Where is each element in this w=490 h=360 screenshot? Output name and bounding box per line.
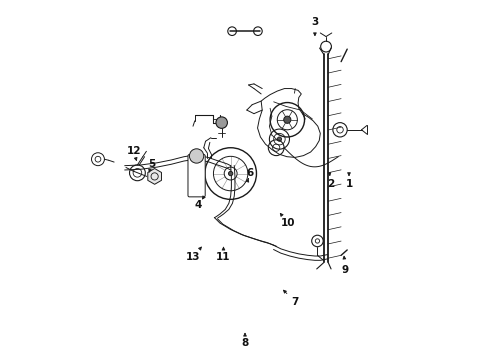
Text: 12: 12 — [126, 146, 141, 156]
Circle shape — [216, 117, 227, 129]
Circle shape — [190, 149, 204, 163]
Text: 4: 4 — [195, 200, 202, 210]
Text: 6: 6 — [247, 168, 254, 178]
Text: 5: 5 — [148, 159, 155, 169]
Text: 7: 7 — [292, 297, 299, 307]
Circle shape — [277, 137, 282, 141]
Text: 3: 3 — [311, 17, 318, 27]
Text: 9: 9 — [342, 265, 349, 275]
Text: 10: 10 — [281, 218, 295, 228]
Circle shape — [284, 116, 291, 123]
FancyBboxPatch shape — [188, 154, 205, 197]
Circle shape — [228, 171, 233, 176]
Text: 1: 1 — [345, 179, 353, 189]
Polygon shape — [148, 168, 162, 184]
Text: 8: 8 — [242, 338, 248, 348]
Text: 2: 2 — [327, 179, 335, 189]
Text: 13: 13 — [186, 252, 200, 262]
Text: 11: 11 — [216, 252, 231, 262]
